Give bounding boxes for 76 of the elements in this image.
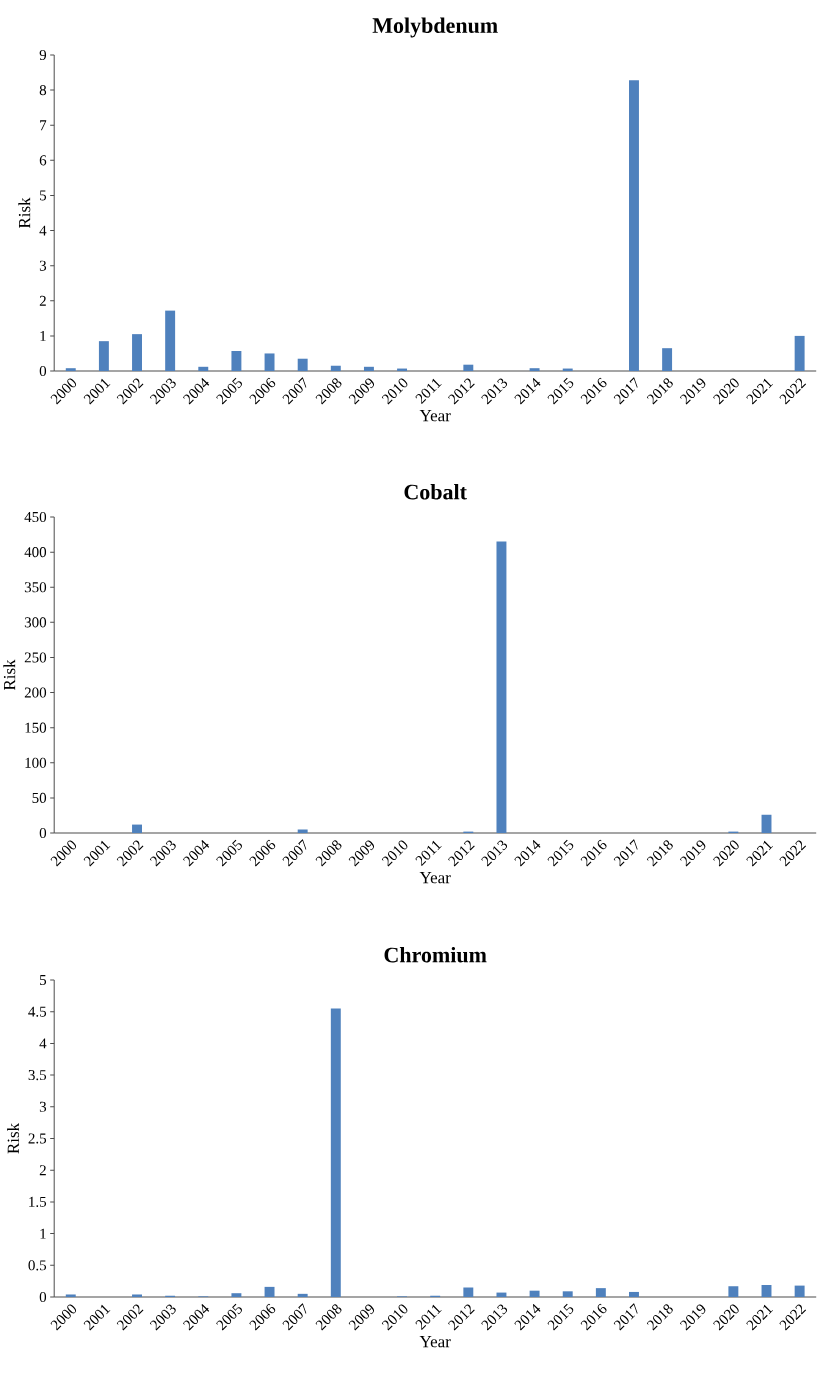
bar — [794, 1285, 805, 1298]
bar — [363, 366, 374, 372]
bar — [131, 334, 142, 372]
y-tick-label: 2 — [39, 295, 46, 306]
y-tick-label: 50 — [32, 792, 46, 803]
y-tick-label: 7 — [40, 120, 47, 131]
y-tick-label: 2.5 — [28, 1133, 46, 1144]
y-tick-label: 1 — [40, 1228, 46, 1239]
y-tick-label: 3 — [39, 260, 46, 271]
y-axis-title: Risk — [6, 1122, 19, 1154]
bar — [198, 366, 209, 372]
x-tick-label: 2011 — [415, 378, 442, 405]
x-axis-title: Year — [419, 410, 451, 422]
y-tick-label: 300 — [24, 617, 46, 628]
bar — [330, 1008, 341, 1298]
y-tick-label: 8 — [39, 85, 46, 96]
chart-title: Cobalt — [404, 484, 467, 500]
y-tick-label: 0 — [39, 365, 46, 377]
y-tick-label: 3.5 — [28, 1070, 46, 1081]
y-tick-label: 4 — [39, 1038, 47, 1049]
bar — [496, 1292, 507, 1298]
bar — [662, 348, 672, 372]
bar — [794, 335, 805, 372]
bar — [231, 1293, 242, 1298]
bar — [529, 1290, 540, 1298]
y-tick-label: 1.5 — [29, 1196, 46, 1207]
bar — [761, 814, 772, 834]
x-axis-title: Year — [419, 1336, 451, 1348]
chart-title: Molybdenum — [372, 17, 498, 38]
bar — [297, 1293, 308, 1298]
bar — [728, 1286, 739, 1298]
y-tick-label: 200 — [24, 687, 46, 698]
x-axis-title: Year — [419, 872, 451, 884]
y-tick-label: 1 — [40, 330, 46, 341]
bar — [496, 541, 507, 834]
bar — [529, 368, 540, 372]
y-tick-label: 400 — [24, 547, 46, 558]
bar — [297, 358, 308, 372]
bar — [65, 368, 76, 372]
bar — [463, 1287, 474, 1298]
y-tick-label: 2 — [39, 1165, 46, 1176]
bar — [98, 341, 109, 372]
bar — [628, 80, 639, 372]
y-tick-label: 4.5 — [28, 1006, 46, 1017]
bar — [595, 1288, 606, 1298]
y-tick-label: 250 — [24, 652, 46, 663]
y-tick-label: 0 — [39, 827, 46, 839]
y-tick-label: 0.5 — [28, 1260, 46, 1271]
x-tick-label: 2011 — [415, 1304, 442, 1331]
y-tick-label: 100 — [25, 757, 46, 768]
bar — [628, 1291, 639, 1298]
x-tick-label: 2011 — [415, 840, 442, 867]
y-tick-label: 350 — [24, 582, 46, 593]
bar — [264, 1286, 275, 1298]
chart-title: Chromium — [384, 946, 487, 963]
bar — [165, 310, 176, 372]
bar — [562, 1291, 573, 1298]
y-tick-label: 0 — [39, 1291, 46, 1303]
bar — [131, 824, 142, 834]
y-tick-label: 450 — [24, 511, 46, 523]
y-tick-label: 150 — [25, 722, 46, 733]
y-tick-label: 5 — [39, 975, 46, 985]
bar — [65, 1294, 76, 1298]
bar — [131, 1294, 142, 1298]
bar — [264, 353, 275, 372]
y-tick-label: 6 — [39, 155, 47, 166]
bar — [761, 1284, 772, 1298]
y-axis-title: Risk — [18, 197, 31, 229]
bar — [330, 365, 341, 372]
bar — [231, 350, 242, 372]
bar — [463, 364, 474, 372]
y-tick-label: 4 — [39, 225, 47, 236]
y-tick-label: 9 — [39, 49, 46, 61]
y-axis-title: Risk — [3, 659, 16, 691]
y-tick-label: 5 — [39, 190, 46, 201]
y-tick-label: 3 — [39, 1101, 46, 1112]
